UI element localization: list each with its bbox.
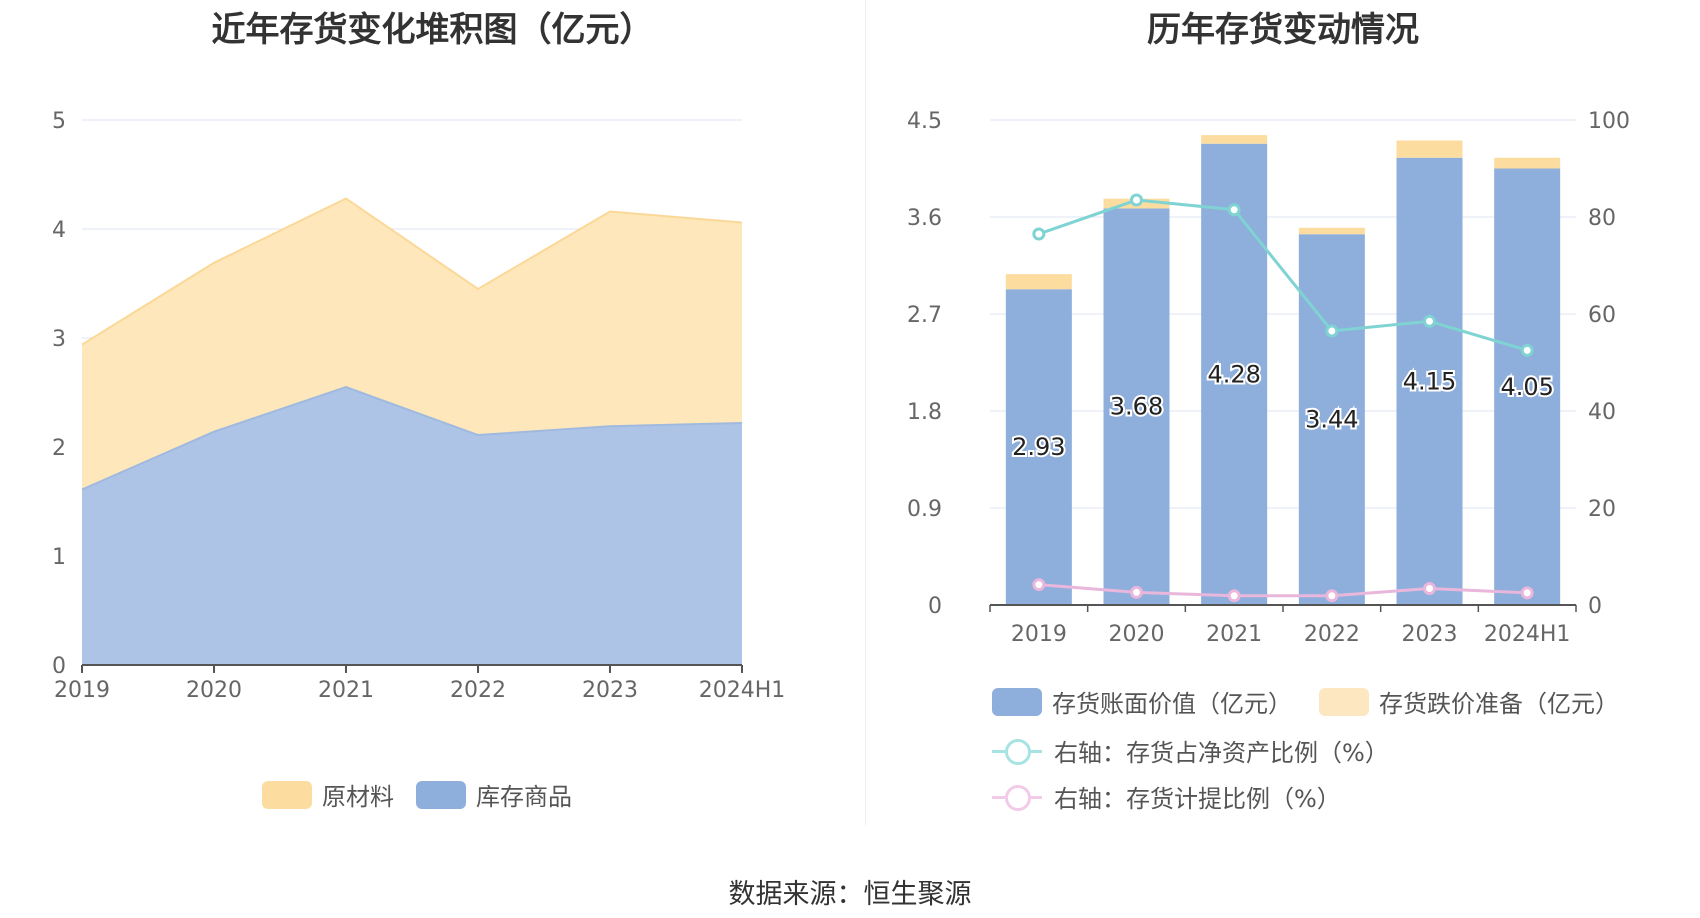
- x-tick-label: 2022: [450, 678, 506, 703]
- y-left-tick-label: 1.8: [907, 400, 942, 425]
- bar-value-label: 4.05: [1500, 373, 1553, 401]
- line-inventory-net-asset-ratio-point: [1227, 203, 1241, 217]
- panel-divider: [865, 0, 866, 825]
- legend-label-impairment: 存货跌价准备（亿元）: [1379, 690, 1619, 718]
- bar-book-value: [1201, 143, 1268, 605]
- x-tick-label: 2020: [1109, 622, 1165, 647]
- y-left-tick-label: 4.5: [907, 109, 942, 134]
- area-raw-material-edge: [81, 197, 743, 346]
- y-right-tick-label: 100: [1588, 109, 1630, 134]
- legend-label-provision-ratio: 右轴：存货计提比例（%）: [1054, 785, 1341, 813]
- legend-item-book-value[interactable]: 存货账面价值（亿元）: [992, 684, 1292, 719]
- y-right-tick-label: 20: [1588, 497, 1616, 522]
- line-inventory-net-asset-ratio-point: [1325, 324, 1339, 338]
- x-tick-label: 2022: [1304, 622, 1360, 647]
- bar-book-value: [1005, 289, 1072, 605]
- left-chart-panel: 近年存货变化堆积图（亿元） 0 1 2 3 4 5 2019 2020 2021 2022 2023…: [0, 0, 865, 830]
- legend-item-inventory-net-asset-ratio[interactable]: 右轴：存货占净资产比例（%）: [992, 733, 1389, 768]
- line-provision-ratio-point: [1520, 586, 1534, 600]
- legend-swatch-inventory-net-asset-ratio: [992, 737, 1042, 765]
- x-tick-label: 2021: [318, 678, 374, 703]
- line-inventory-net-asset-ratio-point: [1032, 227, 1046, 241]
- y-tick-label: 2: [52, 436, 66, 461]
- bar-value-label: 3.68: [1110, 393, 1163, 421]
- line-provision-ratio: [1038, 583, 1528, 598]
- right-chart-title: 历年存货变动情况: [1147, 10, 1419, 50]
- bar-book-value: [1103, 208, 1170, 605]
- legend-label-book-value: 存货账面价值（亿元）: [1052, 690, 1292, 718]
- bar-impairment: [1005, 274, 1072, 290]
- x-tick-label: 2020: [186, 678, 242, 703]
- line-inventory-net-asset-ratio: [1038, 198, 1528, 352]
- legend-swatch-book-value: [992, 687, 1042, 716]
- legend-label-finished-goods: 库存商品: [476, 783, 572, 811]
- y-right-tick-label: 60: [1588, 303, 1616, 328]
- area-finished-goods: [82, 387, 742, 665]
- y-tick-label: 5: [52, 109, 66, 134]
- line-provision-ratio-point: [1423, 582, 1436, 596]
- legend-item-raw-material[interactable]: 原材料: [262, 777, 394, 812]
- x-tick-label: 2021: [1206, 622, 1262, 647]
- x-tick-label: 2019: [54, 678, 110, 703]
- bar-value-label: 4.28: [1207, 360, 1260, 388]
- bar-impairment: [1396, 140, 1463, 158]
- line-provision-ratio-point: [1032, 578, 1046, 592]
- line-provision-ratio-point: [1130, 585, 1143, 599]
- bar-value-label: 3.44: [1305, 406, 1358, 434]
- bar-value-label: 4.15: [1403, 367, 1456, 395]
- line-inventory-net-asset-ratio-point: [1520, 343, 1534, 357]
- y-left-tick-label: 0.9: [907, 497, 942, 522]
- legend-item-finished-goods[interactable]: 库存商品: [416, 777, 572, 812]
- x-tick-label: 2024H1: [1484, 622, 1571, 647]
- right-chart-panel: 历年存货变动情况 0 0.9 1.8 2.7 3.6 4.5 0 20 40 60 80 100 2.9…: [866, 0, 1700, 830]
- x-tick-label: 2023: [1402, 622, 1458, 647]
- legend-item-provision-ratio[interactable]: 右轴：存货计提比例（%）: [992, 779, 1341, 814]
- legend-swatch-finished-goods: [416, 780, 466, 809]
- x-tick-label: 2023: [582, 678, 638, 703]
- legend-label-raw-material: 原材料: [322, 783, 394, 811]
- left-stacked-area-chart: 0 1 2 3 4 5 2019 2020 2021 2022 2023 2024H1: [52, 109, 786, 703]
- area-finished-goods-edge: [81, 385, 743, 491]
- right-combo-chart: 0 0.9 1.8 2.7 3.6 4.5 0 20 40 60 80 100 2.93 3.68 4.28…: [907, 109, 1630, 647]
- left-chart-title: 近年存货变化堆积图（亿元）: [211, 10, 654, 50]
- y-right-tick-label: 0: [1588, 594, 1602, 619]
- legend-swatch-provision-ratio: [992, 783, 1042, 811]
- y-left-tick-label: 0: [928, 594, 942, 619]
- bar-impairment: [1201, 135, 1268, 144]
- y-right-tick-label: 40: [1588, 400, 1616, 425]
- legend-swatch-impairment: [1319, 687, 1369, 716]
- x-tick-label: 2024H1: [699, 678, 786, 703]
- bar-book-value: [1396, 157, 1463, 605]
- bar-impairment: [1494, 157, 1561, 169]
- legend-swatch-raw-material: [262, 780, 312, 809]
- x-tick-label: 2019: [1011, 622, 1067, 647]
- bar-book-value: [1298, 234, 1365, 605]
- y-tick-label: 4: [52, 218, 66, 243]
- line-inventory-net-asset-ratio-point: [1130, 193, 1143, 207]
- line-provision-ratio-point: [1227, 589, 1241, 603]
- y-tick-label: 0: [52, 654, 66, 679]
- y-right-tick-label: 80: [1588, 206, 1616, 231]
- y-left-tick-label: 2.7: [907, 303, 942, 328]
- y-tick-label: 3: [52, 327, 66, 352]
- y-left-tick-label: 3.6: [907, 206, 942, 231]
- bar-impairment: [1298, 227, 1365, 235]
- bar-book-value: [1494, 168, 1561, 605]
- legend-item-impairment[interactable]: 存货跌价准备（亿元）: [1319, 684, 1619, 719]
- legend-label-inventory-net-asset-ratio: 右轴：存货占净资产比例（%）: [1054, 739, 1389, 767]
- bar-value-label: 2.93: [1012, 433, 1065, 461]
- line-inventory-net-asset-ratio-point: [1423, 314, 1436, 328]
- line-provision-ratio-point: [1325, 589, 1339, 603]
- area-raw-material: [82, 198, 742, 490]
- data-source-note: 数据来源：恒生聚源: [728, 879, 972, 910]
- y-tick-label: 1: [52, 545, 66, 570]
